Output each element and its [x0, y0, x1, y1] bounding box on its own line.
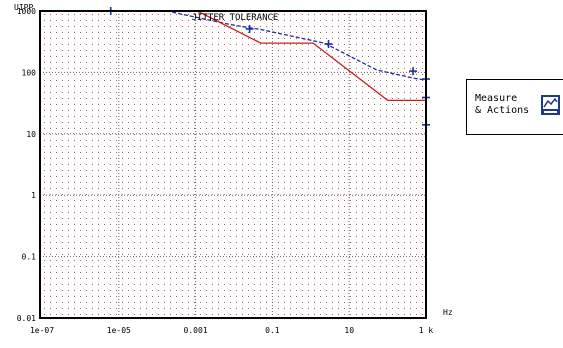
measure-icon — [541, 95, 560, 115]
data-marker — [324, 40, 333, 49]
data-marker — [409, 67, 418, 76]
y-tick-label: 1000 — [17, 7, 36, 16]
chart-title: JITTER TOLERANCE — [192, 13, 279, 23]
y-tick-label: 0.01 — [17, 314, 36, 323]
y-tick-label: 100 — [22, 68, 37, 77]
y-tick-label: 10 — [26, 130, 36, 139]
measure-actions-button[interactable]: Measure & Actions — [466, 79, 563, 135]
x-axis-label: Hz — [443, 308, 453, 317]
data-marker — [245, 24, 254, 33]
y-tick-label: 1 — [31, 191, 36, 200]
x-tick-label: 0.1 — [265, 326, 280, 335]
x-tick-label: 1e-07 — [30, 326, 54, 335]
tick-layer: 1e-07 1e-05 0.001 0.1 10 1 k 1000 100 10 1 0.1 0.01 — [17, 7, 434, 335]
x-tick-label: 0.001 — [184, 326, 208, 335]
plot-background — [40, 11, 426, 318]
series-line-0 — [70, 10, 427, 148]
y-axis-label: UIPP — [14, 3, 33, 12]
x-tick-label: 1e-05 — [107, 326, 131, 335]
x-tick-label: 1 k — [419, 326, 434, 335]
grid — [40, 11, 426, 318]
measure-actions-label: Measure & Actions — [475, 93, 530, 116]
y-tick-label: 0.1 — [22, 253, 37, 262]
plot-border — [39, 10, 427, 319]
x-tick-label: 10 — [344, 326, 354, 335]
